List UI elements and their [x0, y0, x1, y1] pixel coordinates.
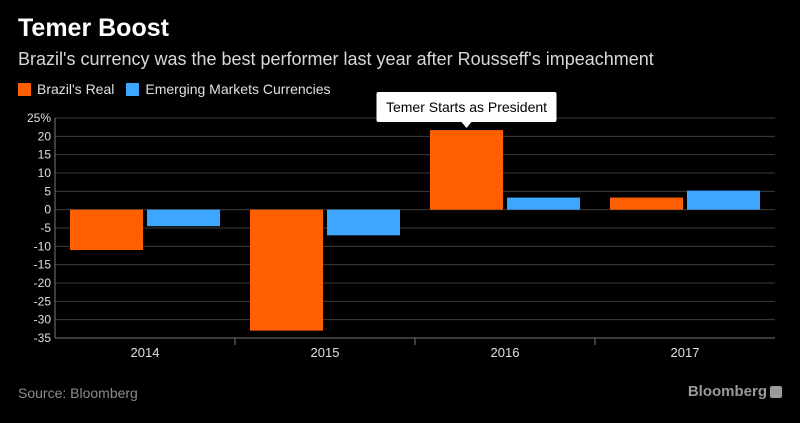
x-tick-label: 2015 — [311, 345, 340, 360]
bar-brazil-real-2016 — [430, 130, 503, 210]
source-note: Source: Bloomberg — [18, 385, 138, 401]
bloomberg-logo-text: Bloomberg — [687, 383, 767, 400]
y-tick-label: 0 — [44, 203, 51, 217]
y-tick-label: 25% — [27, 111, 51, 125]
y-tick-label: -10 — [34, 239, 52, 253]
y-tick-label: -25 — [34, 294, 52, 308]
x-tick-label: 2014 — [131, 345, 160, 360]
bar-em-currencies-2016 — [507, 197, 580, 210]
y-tick-label: -5 — [40, 221, 51, 235]
legend: Brazil's Real Emerging Markets Currencie… — [18, 81, 343, 97]
y-tick-label: -20 — [34, 276, 52, 290]
legend-label-brazil-real: Brazil's Real — [37, 81, 115, 97]
bloomberg-logo-icon — [770, 385, 782, 398]
chart-subtitle: Brazil's currency was the best performer… — [18, 49, 654, 69]
annotation-box — [376, 92, 557, 122]
x-tick-label: 2017 — [671, 345, 700, 360]
annotation-pointer — [461, 122, 472, 128]
bar-brazil-real-2014 — [70, 209, 143, 250]
legend-label-em-currencies: Emerging Markets Currencies — [145, 81, 331, 97]
y-tick-label: 15 — [38, 148, 52, 162]
x-tick-label: 2016 — [491, 345, 520, 360]
bloomberg-logo: Bloomberg — [688, 383, 782, 400]
y-tick-label: -30 — [34, 313, 52, 327]
legend-item-brazil-real: Brazil's Real — [18, 81, 114, 97]
bar-brazil-real-2017 — [610, 197, 683, 210]
y-tick-label: -15 — [34, 258, 52, 272]
chart-title: Temer Boost — [18, 14, 169, 42]
annotation-callout: Temer Starts as President — [376, 92, 557, 128]
y-tick-label: 20 — [38, 129, 52, 143]
y-tick-label: 10 — [38, 166, 52, 180]
y-tick-label: 5 — [44, 184, 51, 198]
bar-em-currencies-2014 — [147, 209, 220, 227]
legend-swatch-brazil-real — [18, 82, 31, 96]
legend-item-em-currencies: Emerging Markets Currencies — [126, 81, 331, 97]
bar-em-currencies-2015 — [327, 209, 400, 236]
bar-brazil-real-2015 — [250, 209, 323, 331]
bar-em-currencies-2017 — [687, 190, 760, 210]
legend-swatch-em-currencies — [126, 82, 140, 96]
y-tick-label: -35 — [34, 331, 52, 345]
annotation-text: Temer Starts as President — [386, 99, 547, 115]
